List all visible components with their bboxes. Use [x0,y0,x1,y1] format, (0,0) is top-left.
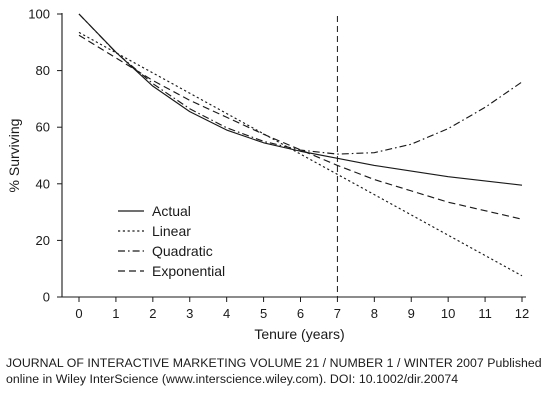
series-line-actual [78,13,523,186]
x-tick-label: 9 [408,306,415,321]
x-tick-label: 2 [149,306,156,321]
series-line-linear [78,31,523,277]
x-tick-label: 6 [297,306,304,321]
legend-label-linear: Linear [152,223,191,239]
legend-label-exponential: Exponential [152,263,225,279]
figure-caption: JOURNAL OF INTERACTIVE MARKETING VOLUME … [6,356,542,386]
x-tick-label: 1 [112,306,119,321]
legend-label-quadratic: Quadratic [152,243,213,259]
legend: Actual Linear Quadratic Exponential [118,203,225,279]
series-layer [78,13,523,297]
x-tick-label: 11 [478,306,492,321]
series-line-exponential [78,34,523,220]
x-axis-title: Tenure (years) [254,326,344,342]
x-tick-label: 12 [515,306,529,321]
y-tick-label: 0 [43,290,50,305]
legend-label-actual: Actual [152,203,191,219]
x-tick-label: 5 [260,306,267,321]
y-tick-label: 60 [36,120,50,135]
series-line-quadratic [78,13,523,155]
x-tick-label: 10 [441,306,455,321]
x-tick-label: 3 [186,306,193,321]
x-tick-label: 8 [371,306,378,321]
x-tick-label: 4 [223,306,230,321]
y-tick-label: 80 [36,63,50,78]
y-tick-label: 40 [36,176,50,191]
y-axis-title: % Surviving [6,119,22,193]
y-tick-label: 100 [28,7,50,22]
y-tick-label: 20 [36,233,50,248]
x-tick-label: 0 [75,306,82,321]
x-tick-label: 7 [334,306,341,321]
